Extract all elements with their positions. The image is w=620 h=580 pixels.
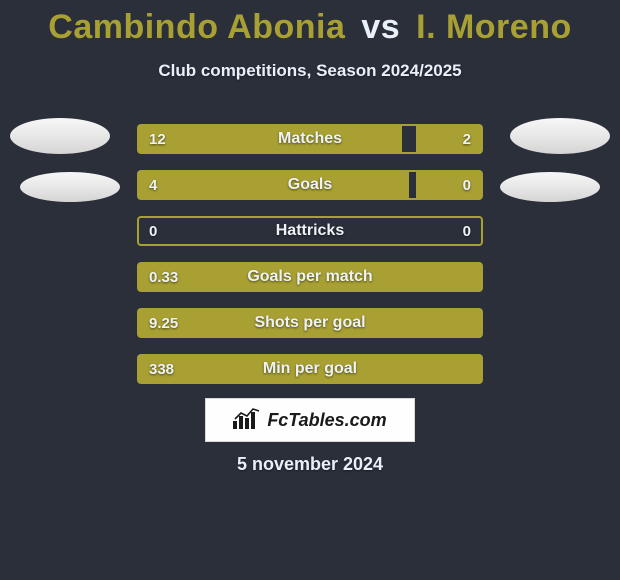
bar-fill-right (416, 126, 481, 152)
bar-fill-left (139, 356, 481, 382)
stat-value-left: 0 (149, 218, 157, 244)
stat-label: Hattricks (139, 218, 481, 244)
stat-row-goals-per-match: Goals per match0.33 (137, 262, 483, 292)
avatar-right-head (510, 118, 610, 154)
comparison-chart: Matches122 Goals40 Hattricks0 0 Goals per ma… (137, 124, 483, 400)
avatar-right-body (500, 172, 600, 202)
avatar-left-body (20, 172, 120, 202)
bar-fill-left (139, 264, 481, 290)
bar-fill-right (416, 172, 481, 198)
stat-row-shots-per-goal: Shots per goal9.25 (137, 308, 483, 338)
brand-badge: FcTables.com (205, 398, 415, 442)
brand-chart-icon (233, 407, 261, 434)
date-text: 5 november 2024 (0, 454, 620, 475)
brand-text: FcTables.com (267, 410, 386, 431)
bar-fill-left (139, 172, 409, 198)
stat-value-right: 0 (463, 218, 471, 244)
page-title: Cambindo Abonia vs I. Moreno (0, 0, 620, 47)
stat-row-min-per-goal: Min per goal338 (137, 354, 483, 384)
title-vs: vs (361, 8, 400, 46)
title-player1: Cambindo Abonia (48, 8, 345, 46)
stat-row-goals: Goals40 (137, 170, 483, 200)
stat-row-matches: Matches122 (137, 124, 483, 154)
avatar-left-head (10, 118, 110, 154)
title-player2: I. Moreno (416, 8, 572, 46)
stat-row-hattricks: Hattricks0 0 (137, 216, 483, 246)
subtitle: Club competitions, Season 2024/2025 (0, 61, 620, 81)
bar-fill-left (139, 310, 481, 336)
bar-fill-left (139, 126, 402, 152)
